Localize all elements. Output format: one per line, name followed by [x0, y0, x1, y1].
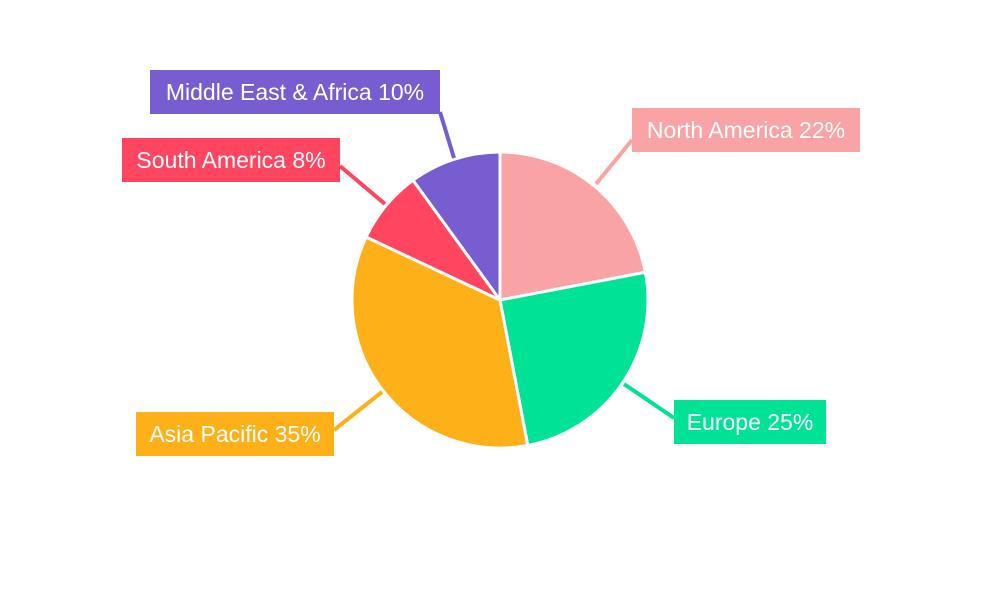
data-label-box	[674, 400, 826, 444]
data-label: South America 8%	[122, 138, 340, 182]
data-label: Asia Pacific 35%	[136, 412, 334, 456]
pie-slice-middle-east-africa[interactable]	[410, 150, 502, 305]
data-label-box	[632, 108, 860, 152]
pie-slice-north-america[interactable]	[498, 150, 648, 302]
pie-slice-europe[interactable]	[498, 270, 650, 448]
label-connector	[338, 164, 387, 206]
data-label-text: North America 22%	[647, 117, 845, 143]
data-label-box	[122, 138, 340, 182]
data-label-box	[150, 70, 440, 114]
data-label-box	[136, 412, 334, 456]
pie-slice-asia-pacific[interactable]	[350, 234, 530, 450]
data-label: Europe 25%	[674, 400, 826, 444]
data-label-text: Asia Pacific 35%	[149, 421, 320, 447]
data-label: Middle East & Africa 10%	[150, 70, 440, 114]
data-label-text: South America 8%	[136, 147, 325, 173]
label-connector	[622, 382, 676, 420]
data-label-text: Europe 25%	[687, 409, 814, 435]
data-label-text: Middle East & Africa 10%	[166, 79, 424, 105]
data-label: North America 22%	[632, 108, 860, 152]
label-connector	[594, 138, 634, 186]
label-connector	[438, 111, 456, 159]
label-connector	[332, 390, 384, 432]
